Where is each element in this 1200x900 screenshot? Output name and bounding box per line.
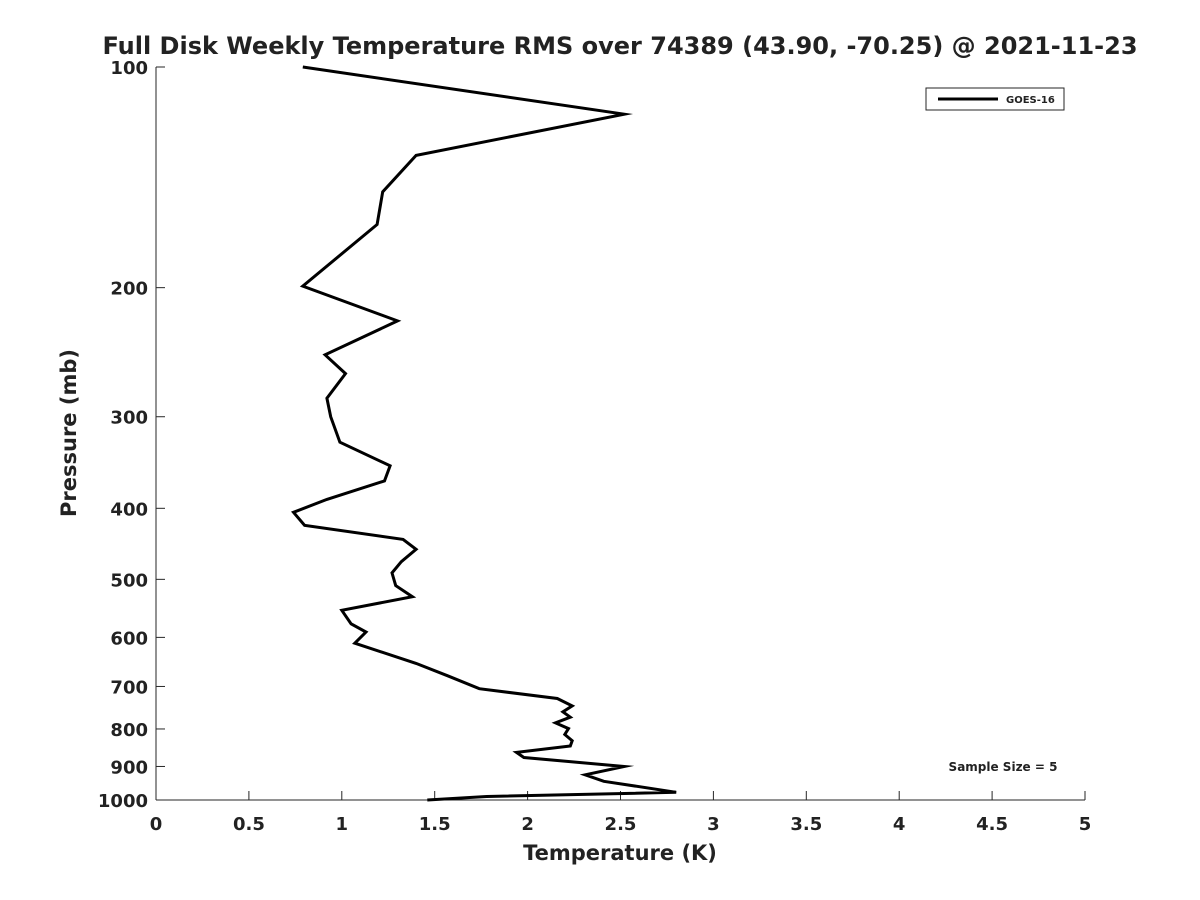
chart-title: Full Disk Weekly Temperature RMS over 74… — [102, 32, 1137, 60]
y-tick-label: 300 — [110, 408, 148, 429]
y-tick-label: 600 — [110, 628, 148, 649]
x-tick-label: 4.5 — [976, 814, 1008, 835]
x-tick-label: 2.5 — [605, 814, 637, 835]
x-tick-label: 3.5 — [790, 814, 822, 835]
x-tick-label: 3 — [707, 814, 720, 835]
x-tick-label: 5 — [1079, 814, 1092, 835]
y-tick-label: 700 — [110, 677, 148, 698]
x-tick-label: 0.5 — [233, 814, 265, 835]
x-tick-label: 1.5 — [419, 814, 451, 835]
x-axis-ticks: 0 0.5 1 1.5 2 2.5 3 3.5 4 4.5 5 — [150, 791, 1092, 835]
x-tick-label: 1 — [336, 814, 349, 835]
x-tick-label: 2 — [521, 814, 534, 835]
x-tick-label: 0 — [150, 814, 163, 835]
y-tick-label: 1000 — [98, 791, 148, 812]
plot-area: 0 0.5 1 1.5 2 2.5 3 3.5 4 4.5 5 100 200 300 400 500 600… — [98, 58, 1091, 835]
sample-size-annotation: Sample Size = 5 — [949, 760, 1058, 774]
y-tick-label: 800 — [110, 720, 148, 741]
legend: GOES-16 — [925, 87, 1065, 111]
series-layer — [290, 65, 677, 802]
plot-background — [156, 67, 1085, 800]
y-axis-label: Pressure (mb) — [57, 349, 81, 517]
y-tick-label: 500 — [110, 570, 148, 591]
x-axis-label: Temperature (K) — [523, 841, 717, 865]
y-axis-ticks: 100 200 300 400 500 600 700 800 900 1000 — [98, 58, 165, 812]
y-tick-label: 400 — [110, 499, 148, 520]
x-tick-label: 4 — [893, 814, 906, 835]
series-line-goes-16 — [290, 65, 677, 802]
y-tick-label: 900 — [110, 757, 148, 778]
legend-label-goes-16: GOES-16 — [1006, 95, 1055, 106]
y-tick-label: 200 — [110, 279, 148, 300]
y-tick-label: 100 — [110, 58, 148, 79]
